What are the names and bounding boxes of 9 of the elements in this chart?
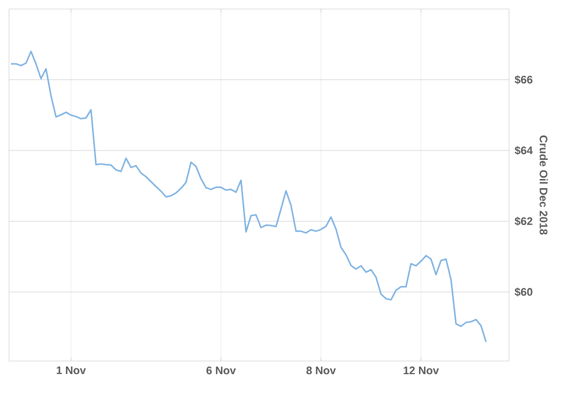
x-tick-label: 1 Nov	[56, 366, 86, 374]
y-axis-title: Crude Oil Dec 2018	[540, 136, 548, 235]
x-tick-label: 8 Nov	[306, 366, 336, 374]
x-tick-label: 12 Nov	[404, 366, 439, 374]
x-tick-label: 6 Nov	[206, 366, 236, 374]
y-tick-label: $66	[514, 75, 532, 84]
y-tick-label: $60	[514, 288, 532, 296]
y-tick-label: $64	[514, 146, 533, 155]
y-tick-label: $62	[514, 216, 532, 226]
